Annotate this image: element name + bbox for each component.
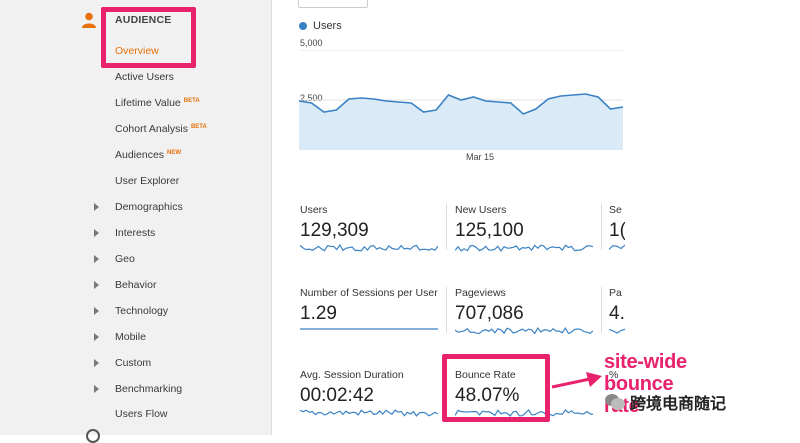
- watermark: 跨境电商随记: [604, 390, 726, 414]
- metric-value: 4.: [609, 303, 625, 324]
- sidebar-item-benchmarking[interactable]: Benchmarking: [115, 383, 183, 395]
- annotation-line-1: site-wide: [604, 351, 687, 373]
- sparkline-path: [455, 409, 593, 417]
- metric-value: 129,309: [300, 220, 369, 241]
- new-badge: NEW: [167, 149, 182, 156]
- arrow-icon: [551, 372, 602, 389]
- sidebar-item-user-explorer[interactable]: User Explorer: [115, 175, 180, 187]
- bounce-rate-highlight-box: [442, 354, 550, 422]
- sidebar-item-technology[interactable]: Technology: [115, 305, 169, 317]
- metric-card-new-users[interactable]: New Users 125,100: [455, 204, 595, 254]
- beta-badge: BETA: [183, 97, 200, 104]
- metric-label: Se: [609, 204, 622, 216]
- metric-value: 48.07%: [455, 385, 520, 406]
- sparkline: [300, 409, 438, 417]
- sidebar-item-mobile[interactable]: Mobile: [115, 331, 146, 343]
- metric-card-avg-session-duration[interactable]: Avg. Session Duration 00:02:42: [300, 369, 440, 419]
- watermark-text: 跨境电商随记: [630, 396, 727, 413]
- date-range-button[interactable]: [298, 0, 368, 8]
- y-tick-2500: 2,500: [300, 93, 323, 103]
- sparkline-path: [455, 244, 593, 252]
- expand-arrow-icon[interactable]: [94, 255, 99, 263]
- sidebar-item-overview[interactable]: Overview: [115, 45, 159, 57]
- sparkline: [300, 243, 438, 252]
- sparkline: [455, 244, 593, 252]
- users-area-fill: [299, 94, 623, 150]
- overview-highlight-box: [101, 7, 196, 68]
- sparkline: [455, 409, 593, 417]
- sparkline-path: [455, 326, 593, 335]
- divider: [446, 204, 447, 250]
- metric-value: 00:02:42: [300, 385, 374, 406]
- metric-card-bounce-rate[interactable]: Bounce Rate 48.07%: [455, 369, 595, 419]
- users-area-chart[interactable]: [299, 50, 623, 150]
- expand-arrow-icon[interactable]: [94, 333, 99, 341]
- metric-label: Pageviews: [455, 287, 506, 299]
- metric-card-users[interactable]: Users 129,309: [300, 204, 440, 254]
- person-icon: [82, 12, 96, 28]
- divider: [601, 204, 602, 250]
- chat-bubble-icon: [605, 394, 625, 410]
- metric-value: 125,100: [455, 220, 524, 241]
- divider: [446, 287, 447, 333]
- sparkline: [455, 326, 593, 335]
- sidebar-item-audiences[interactable]: Audiences NEW: [115, 149, 182, 161]
- sidebar-item-custom[interactable]: Custom: [115, 357, 152, 369]
- sidebar-item-demographics[interactable]: Demographics: [115, 201, 183, 213]
- metric-card-pageviews[interactable]: Pageviews 707,086: [455, 287, 595, 337]
- beta-badge: BETA: [190, 123, 207, 130]
- sidebar-item-lifetime-value[interactable]: Lifetime Value BETA: [115, 97, 200, 109]
- metric-value: 707,086: [455, 303, 524, 324]
- metric-card-pages-per-session[interactable]: Pa 4.: [609, 287, 625, 337]
- sparkline: [300, 328, 438, 330]
- sidebar-item-interests[interactable]: Interests: [115, 227, 156, 239]
- metric-label: Users: [300, 204, 328, 216]
- legend-users-label: Users: [313, 20, 342, 32]
- sidebar-item-behavior[interactable]: Behavior: [115, 279, 157, 291]
- expand-arrow-icon[interactable]: [94, 229, 99, 237]
- sparkline-path: [609, 328, 625, 334]
- metric-label: Avg. Session Duration: [300, 369, 404, 381]
- sidebar-item-cohort-analysis[interactable]: Cohort Analysis BETA: [115, 123, 207, 135]
- metric-label: %: [609, 369, 619, 381]
- metric-label: Bounce Rate: [455, 369, 516, 381]
- expand-arrow-icon[interactable]: [94, 203, 99, 211]
- legend-users-dot: [299, 22, 307, 30]
- annotation-line-2: bounce: [604, 373, 674, 395]
- search-icon[interactable]: [86, 429, 100, 443]
- sidebar-item-geo[interactable]: Geo: [115, 253, 135, 265]
- metric-label: New Users: [455, 204, 507, 216]
- sparkline-path: [609, 244, 625, 250]
- sidebar: AUDIENCE Overview Active Users Lifetime …: [0, 0, 272, 443]
- expand-arrow-icon[interactable]: [94, 307, 99, 315]
- sidebar-item-active-users[interactable]: Active Users: [115, 71, 174, 83]
- metric-card-sessions-per-user[interactable]: Number of Sessions per User 1.29: [300, 287, 440, 337]
- y-tick-5000: 5,000: [300, 38, 323, 48]
- metric-value: 1(: [609, 220, 625, 241]
- metric-label: Pa: [609, 287, 622, 299]
- expand-arrow-icon[interactable]: [94, 281, 99, 289]
- sparkline-path: [300, 409, 438, 417]
- metric-card-sessions[interactable]: Se 1(: [609, 204, 625, 254]
- sparkline-path: [300, 243, 438, 252]
- metric-label: Number of Sessions per User: [300, 287, 438, 299]
- sidebar-section-title[interactable]: AUDIENCE: [115, 14, 172, 26]
- sidebar-item-users-flow[interactable]: Users Flow: [115, 408, 168, 420]
- metric-card-new-sessions[interactable]: %: [609, 369, 625, 419]
- sparkline: [609, 244, 625, 250]
- divider: [601, 287, 602, 333]
- x-tick-mar-15: Mar 15: [466, 152, 495, 162]
- sparkline: [609, 328, 625, 334]
- users-series-line: [299, 93, 623, 115]
- expand-arrow-icon[interactable]: [94, 359, 99, 367]
- expand-arrow-icon[interactable]: [94, 385, 99, 393]
- metric-value: 1.29: [300, 303, 337, 324]
